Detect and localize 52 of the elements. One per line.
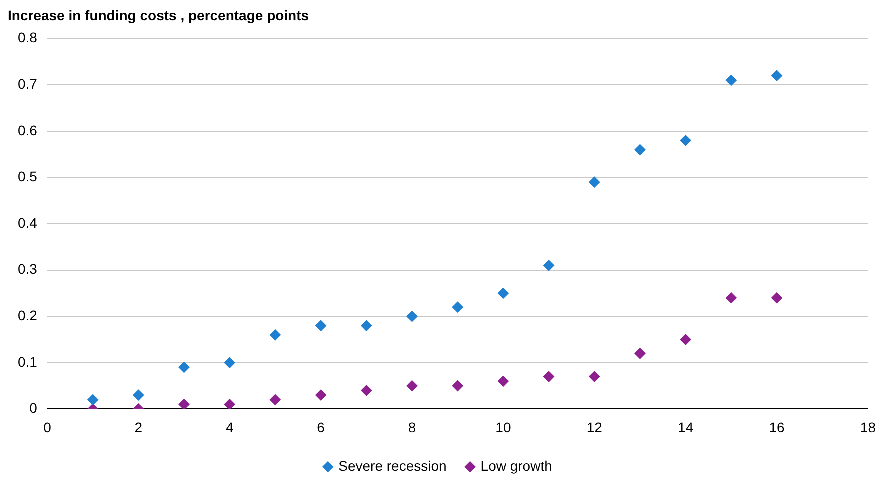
- point: [726, 74, 737, 86]
- x-tick-label: 8: [408, 419, 416, 436]
- y-tick-label: 0.2: [18, 307, 38, 324]
- point: [680, 135, 692, 146]
- x-tick-label: 16: [769, 419, 786, 436]
- y-tick-label: 0.7: [18, 76, 38, 92]
- y-tick-label: 0: [30, 400, 38, 416]
- point: [680, 334, 692, 346]
- x-tick-label: 2: [134, 419, 143, 436]
- y-tick-label: 0.8: [18, 30, 38, 46]
- point: [544, 371, 555, 382]
- point: [88, 394, 99, 406]
- point: [634, 144, 646, 156]
- y-tick-label: 0.6: [18, 122, 38, 138]
- x-tick-label: 14: [678, 419, 694, 436]
- x-tick-label: 12: [586, 419, 603, 436]
- point: [361, 320, 372, 332]
- point: [316, 390, 327, 401]
- x-tick-label: 4: [226, 419, 234, 436]
- y-axis-title: Increase in funding costs , percentage points: [8, 7, 310, 24]
- y-tick-label: 0.1: [18, 354, 38, 370]
- point: [270, 394, 281, 406]
- point: [406, 311, 418, 322]
- point: [498, 288, 509, 299]
- x-tick-label: 0: [44, 419, 52, 436]
- point: [452, 380, 464, 392]
- point: [178, 362, 190, 374]
- x-tick-label: 18: [860, 419, 876, 436]
- y-tick-label: 0.3: [18, 261, 38, 278]
- point: [361, 385, 372, 396]
- legend-label: Severe recession: [338, 458, 447, 474]
- point: [224, 357, 236, 368]
- point: [634, 348, 646, 360]
- point: [178, 399, 190, 410]
- point: [726, 292, 737, 304]
- point: [772, 292, 783, 304]
- point: [498, 376, 509, 387]
- point: [589, 371, 600, 382]
- point: [772, 70, 783, 82]
- x-tick-label: 6: [317, 419, 326, 436]
- point: [589, 176, 600, 188]
- point: [133, 390, 144, 401]
- y-tick-label: 0.4: [18, 214, 38, 231]
- point: [544, 260, 555, 272]
- legend-label: Low growth: [480, 458, 552, 474]
- point: [452, 302, 464, 313]
- point: [316, 320, 327, 332]
- point: [406, 380, 418, 392]
- point: [270, 330, 281, 341]
- point: [224, 399, 236, 410]
- x-tick-label: 10: [496, 419, 512, 436]
- y-tick-label: 0.5: [18, 168, 38, 185]
